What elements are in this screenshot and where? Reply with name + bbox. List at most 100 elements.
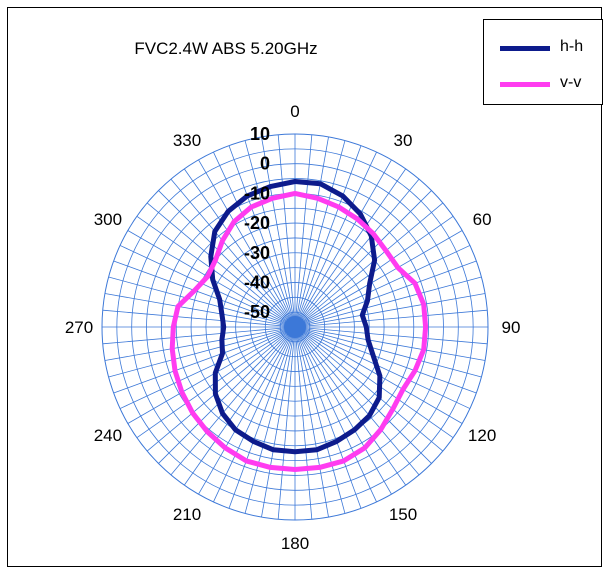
grid-spoke [198,159,296,328]
angular-tick-label: 270 [65,318,93,337]
angular-tick-label: 120 [468,426,496,445]
grid-spoke [261,136,296,328]
grid-spoke [158,190,296,328]
grid-spoke [294,136,329,328]
radial-tick-label: -10 [244,183,270,203]
grid-spoke [294,140,346,328]
grid-spoke [102,309,296,328]
grid-spoke [294,293,486,328]
series-line-v-v [169,190,429,472]
grid-spoke [146,202,296,328]
grid-spoke [108,276,296,328]
grid-spoke [119,326,296,409]
grid-ring [235,267,355,387]
grid-spoke [294,326,486,361]
radial-tick-label: -50 [244,302,270,322]
polar-plot: FVC2.4W ABS 5.20GHz 0 30 60 90 120 150 180 210 2… [65,39,521,553]
grid-ring [190,222,400,432]
grid-spoke [170,326,296,476]
series-line-h-h [208,179,383,455]
grid-ring [131,163,459,491]
grid-spoke [294,326,432,464]
grid-center [284,316,306,338]
angular-tick-label: 30 [394,131,413,150]
grid-spoke [136,215,296,328]
grid-spoke [244,140,296,328]
grid-spoke [102,326,296,345]
grid-spoke [113,326,296,394]
grid-ring [205,237,385,417]
grid-spoke [127,326,296,424]
grid-spoke [228,326,296,509]
legend: h-h v-v [483,19,603,105]
angular-tick-label: 300 [94,210,122,229]
grid-spoke [170,178,296,328]
grid-spoke [294,178,420,328]
grid-spoke [294,326,346,514]
grid-spoke [294,326,407,486]
grid-spoke [277,326,296,520]
legend-label-h-h: h-h [560,38,584,55]
grid-spoke [104,326,296,361]
grid-spoke [294,326,420,476]
grid-spoke [294,326,362,509]
grid-ring [116,148,474,506]
radial-tick-label: 0 [260,154,270,174]
grid-spoke [294,245,471,328]
legend-entry-v-v: v-v [484,73,602,93]
grid-spoke [294,326,329,518]
chart-title: FVC2.4W ABS 5.20GHz [134,39,317,58]
grid-spoke [294,190,432,328]
grid-ring [279,311,311,343]
grid-spoke [294,326,444,452]
legend-entry-h-h: h-h [484,37,602,57]
grid-spoke [294,326,392,495]
grid-spoke [244,326,296,514]
angular-tick-label: 90 [502,318,521,337]
grid-spoke [294,326,377,503]
angular-tick-label: 0 [290,102,299,121]
grid-spoke [108,326,296,378]
chart-area: FVC2.4W ABS 5.20GHz 0 30 60 90 120 150 180 210 2… [7,7,603,567]
series-lines [169,179,429,472]
radial-tick-label: -30 [244,243,270,263]
grid-spoke [294,326,488,345]
grid-spoke [277,134,296,328]
grid-spoke [294,151,377,328]
grid-spoke [213,326,296,503]
legend-label-v-v: v-v [560,74,582,91]
grid-spoke [198,326,296,495]
grid-spoke [294,326,482,378]
grid-spoke [294,202,444,328]
legend-swatch-v-v [500,82,550,87]
grid-spoke [146,326,296,452]
grid-spoke [294,326,454,439]
angular-tick-labels: 0 30 60 90 120 150 180 210 240 270 300 330 [65,102,521,553]
radial-tick-label: -20 [244,213,270,233]
angular-tick-label: 240 [94,426,122,445]
grid-spoke [113,260,296,328]
grid-spoke [294,326,477,394]
grid-spoke [183,168,296,328]
angular-tick-label: 150 [389,505,417,524]
angular-tick-label: 60 [473,210,492,229]
grid-ring [146,178,444,476]
grid-spoke [294,159,392,328]
legend-swatch-h-h [500,46,550,51]
grid-spoke [294,309,488,328]
grid-spoke [294,230,463,328]
grid-spoke [119,245,296,328]
angular-tick-label: 210 [173,505,201,524]
grid-spoke [294,260,477,328]
grid-spoke [261,326,296,518]
grid-spoke [213,151,296,328]
grid-spoke [158,326,296,464]
grid-spoke [294,145,362,328]
grid-spoke [228,145,296,328]
grid-ring [264,296,326,358]
grid-spoke [294,134,313,328]
angular-tick-label: 180 [281,534,309,553]
radial-tick-label: -40 [244,273,270,293]
grid-spoke [294,326,471,409]
angular-tick-label: 330 [173,131,201,150]
